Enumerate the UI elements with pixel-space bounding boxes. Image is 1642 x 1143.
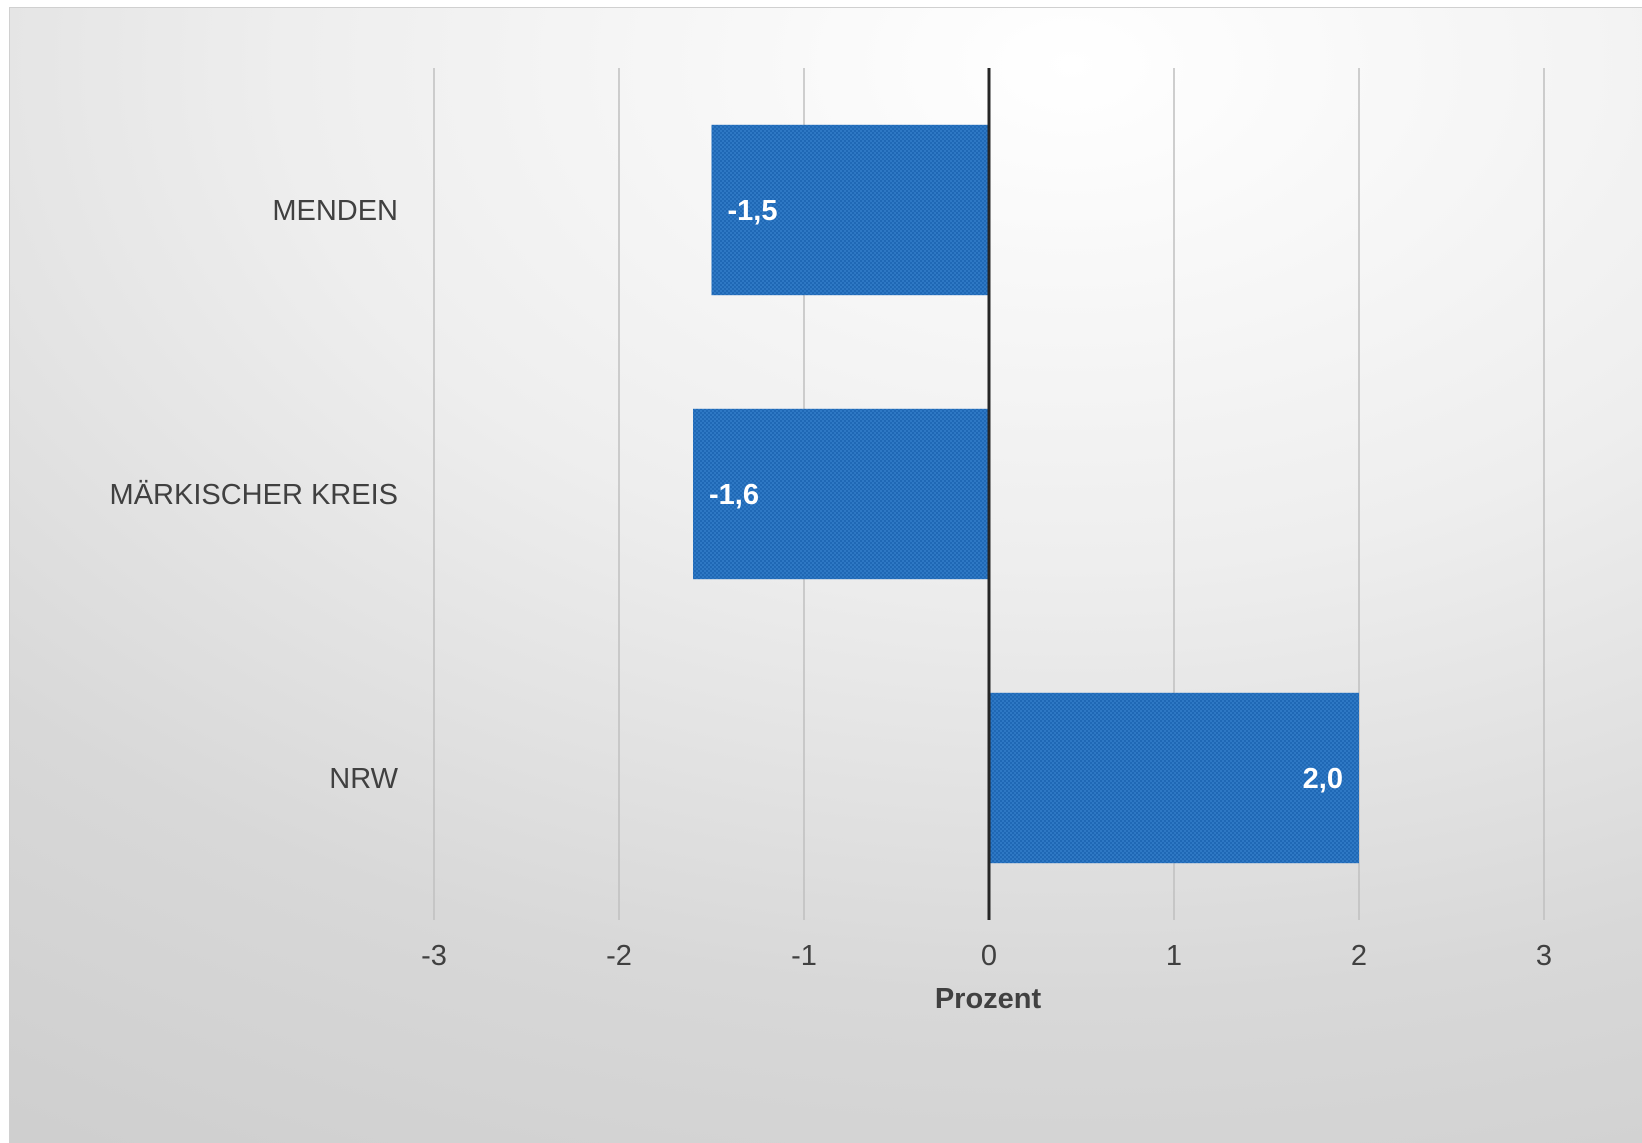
x-tick-labels: -3 -2 -1 0 1 2 3 <box>421 940 1552 972</box>
x-tick-label: 3 <box>1536 940 1552 972</box>
category-label: MÄRKISCHER KREIS <box>110 479 398 511</box>
category-label: MENDEN <box>272 195 398 227</box>
data-label: 2,0 <box>1303 763 1343 795</box>
x-tick-label: -1 <box>791 940 817 972</box>
x-axis-title: Prozent <box>935 983 1042 1015</box>
data-label: -1,5 <box>728 195 778 227</box>
x-tick-label: 2 <box>1351 940 1367 972</box>
category-label: NRW <box>329 763 398 795</box>
x-tick-label: -2 <box>606 940 632 972</box>
data-label: -1,6 <box>709 479 759 511</box>
data-labels: -1,5 -1,6 2,0 <box>709 195 1343 795</box>
x-tick-label: -3 <box>421 940 447 972</box>
category-labels: MENDEN MÄRKISCHER KREIS NRW <box>110 195 399 795</box>
bar <box>711 124 989 296</box>
x-tick-label: 0 <box>981 940 997 972</box>
bar <box>693 408 989 580</box>
bar <box>989 692 1359 864</box>
x-tick-label: 1 <box>1166 940 1182 972</box>
bars <box>693 124 1359 864</box>
chart-area: -1,5 -1,6 2,0 MENDEN MÄRKISCHER KREIS NRW -3… <box>9 7 1642 1143</box>
bar-chart: -1,5 -1,6 2,0 MENDEN MÄRKISCHER KREIS NRW -3… <box>110 68 1552 1015</box>
